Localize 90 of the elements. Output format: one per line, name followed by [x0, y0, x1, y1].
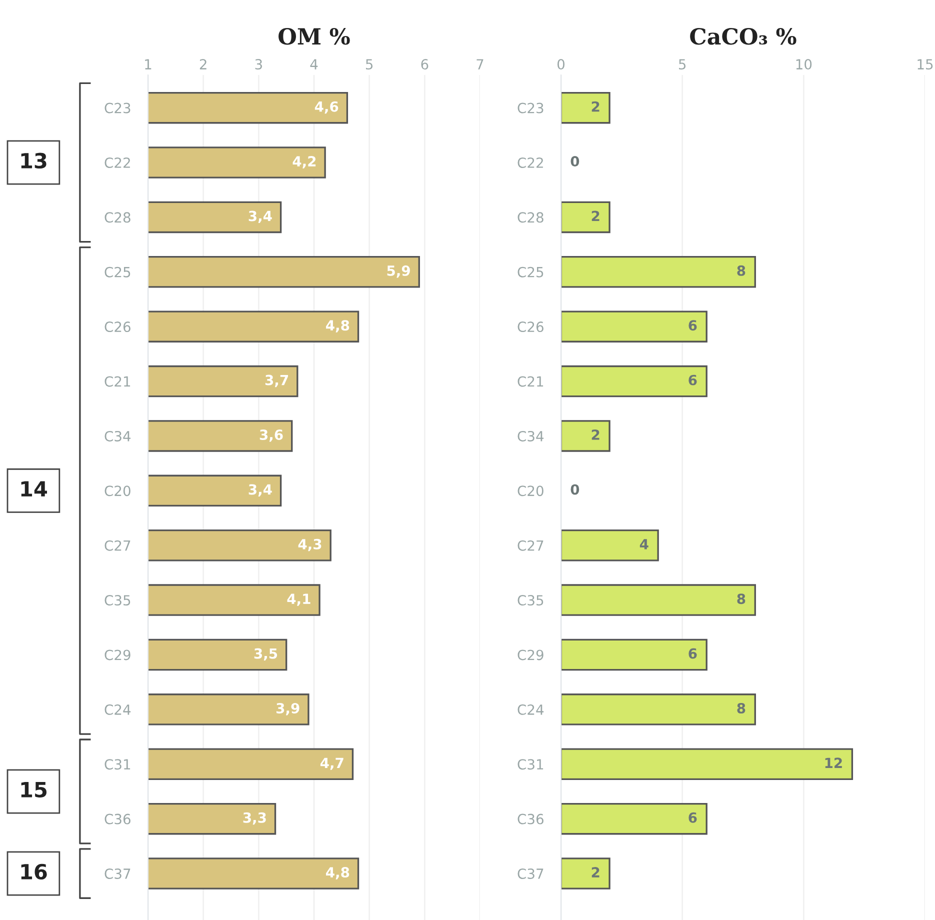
- data-label: 4,3: [298, 538, 322, 552]
- y-tick-label: C25: [518, 266, 544, 278]
- y-tick-label: C21: [518, 376, 544, 387]
- x-tick-label: 3: [255, 59, 262, 70]
- bar: [561, 638, 708, 671]
- text: 14: [21, 481, 47, 496]
- y-tick-label: C35: [104, 595, 130, 606]
- data-label: 6: [688, 648, 697, 659]
- text: 13: [21, 152, 46, 169]
- data-label: 8: [737, 702, 746, 714]
- y-tick-label: C22: [518, 157, 543, 168]
- data-label: 4,2: [292, 156, 316, 168]
- data-label: 4,6: [314, 101, 338, 114]
- data-label: 0: [570, 156, 580, 167]
- data-label: 2: [592, 867, 600, 878]
- bar: [561, 584, 756, 616]
- text: 15: [21, 782, 46, 798]
- y-tick-label: C31: [518, 759, 544, 770]
- bar: [561, 529, 659, 562]
- y-tick-label: C31: [104, 759, 130, 770]
- chart-title: CaCO₃ %: [690, 28, 796, 45]
- text: 16: [21, 864, 47, 880]
- bar: [561, 256, 756, 288]
- y-tick-label: C29: [104, 650, 130, 660]
- y-tick-label: C23: [518, 102, 544, 114]
- y-tick-label: C23: [104, 102, 130, 114]
- bar: [561, 420, 610, 452]
- data-label: 2: [592, 101, 600, 112]
- y-tick-label: C22: [104, 157, 130, 168]
- y-tick-label: C28: [104, 212, 130, 223]
- x-tick-label: 15: [918, 59, 933, 70]
- data-label: 4,8: [326, 867, 350, 880]
- data-label: 2: [592, 210, 600, 222]
- y-tick-label: C34: [104, 430, 131, 442]
- y-tick-label: C36: [104, 814, 130, 824]
- data-label: 4,8: [326, 320, 350, 332]
- bar: [561, 201, 610, 234]
- bar: [561, 365, 708, 398]
- bar: [561, 802, 708, 835]
- x-tick-label: 5: [366, 59, 373, 70]
- data-label: 3,4: [248, 210, 272, 224]
- bar: [561, 310, 708, 342]
- data-label: 3,7: [265, 374, 288, 388]
- y-tick-label: C34: [518, 430, 544, 442]
- y-tick-label: C36: [518, 814, 544, 824]
- data-label: 3,6: [260, 429, 283, 442]
- data-label: 2: [592, 429, 600, 440]
- y-tick-label: C28: [518, 212, 544, 223]
- x-tick-label: 1: [145, 59, 152, 70]
- data-label: 3,9: [276, 702, 300, 716]
- y-tick-label: C27: [104, 540, 130, 551]
- data-label: 8: [737, 265, 746, 276]
- y-tick-label: C29: [518, 650, 544, 660]
- x-tick-label: 4: [310, 59, 318, 70]
- chart-title: OM %: [278, 28, 350, 45]
- data-label: 6: [688, 374, 697, 386]
- data-label: 4,1: [287, 594, 310, 606]
- x-tick-label: 0: [557, 59, 564, 70]
- x-tick-label: 5: [678, 59, 686, 70]
- bar: [561, 694, 756, 726]
- y-tick-label: C37: [104, 868, 130, 879]
- y-tick-label: C24: [518, 704, 544, 715]
- y-tick-label: C27: [518, 540, 544, 551]
- data-label: 5,9: [387, 265, 410, 278]
- y-tick-label: C37: [518, 868, 544, 879]
- data-label: 8: [737, 594, 746, 604]
- bar: [561, 858, 610, 890]
- y-tick-label: C26: [518, 322, 544, 332]
- x-tick-label: 7: [476, 59, 484, 70]
- y-tick-label: C20: [518, 486, 544, 496]
- data-label: 3,3: [243, 812, 266, 825]
- data-label: 4: [640, 539, 648, 550]
- data-label: 12: [825, 758, 842, 768]
- data-label: 0: [570, 484, 580, 495]
- data-label: 6: [688, 812, 697, 823]
- bar: [561, 92, 610, 124]
- data-label: 3,5: [254, 648, 278, 661]
- y-tick-label: C26: [104, 322, 130, 332]
- bar: [561, 748, 854, 780]
- data-label: 3,4: [248, 484, 272, 496]
- x-tick-label: 6: [421, 59, 428, 70]
- y-tick-label: C21: [104, 376, 130, 387]
- y-tick-label: C24: [104, 704, 131, 715]
- y-tick-label: C20: [104, 486, 130, 496]
- y-tick-label: C25: [104, 266, 130, 278]
- y-tick-label: C35: [518, 595, 544, 606]
- data-label: 6: [688, 320, 697, 331]
- x-tick-label: 10: [796, 59, 812, 70]
- data-label: 4,7: [320, 758, 344, 770]
- x-tick-label: 2: [200, 59, 206, 70]
